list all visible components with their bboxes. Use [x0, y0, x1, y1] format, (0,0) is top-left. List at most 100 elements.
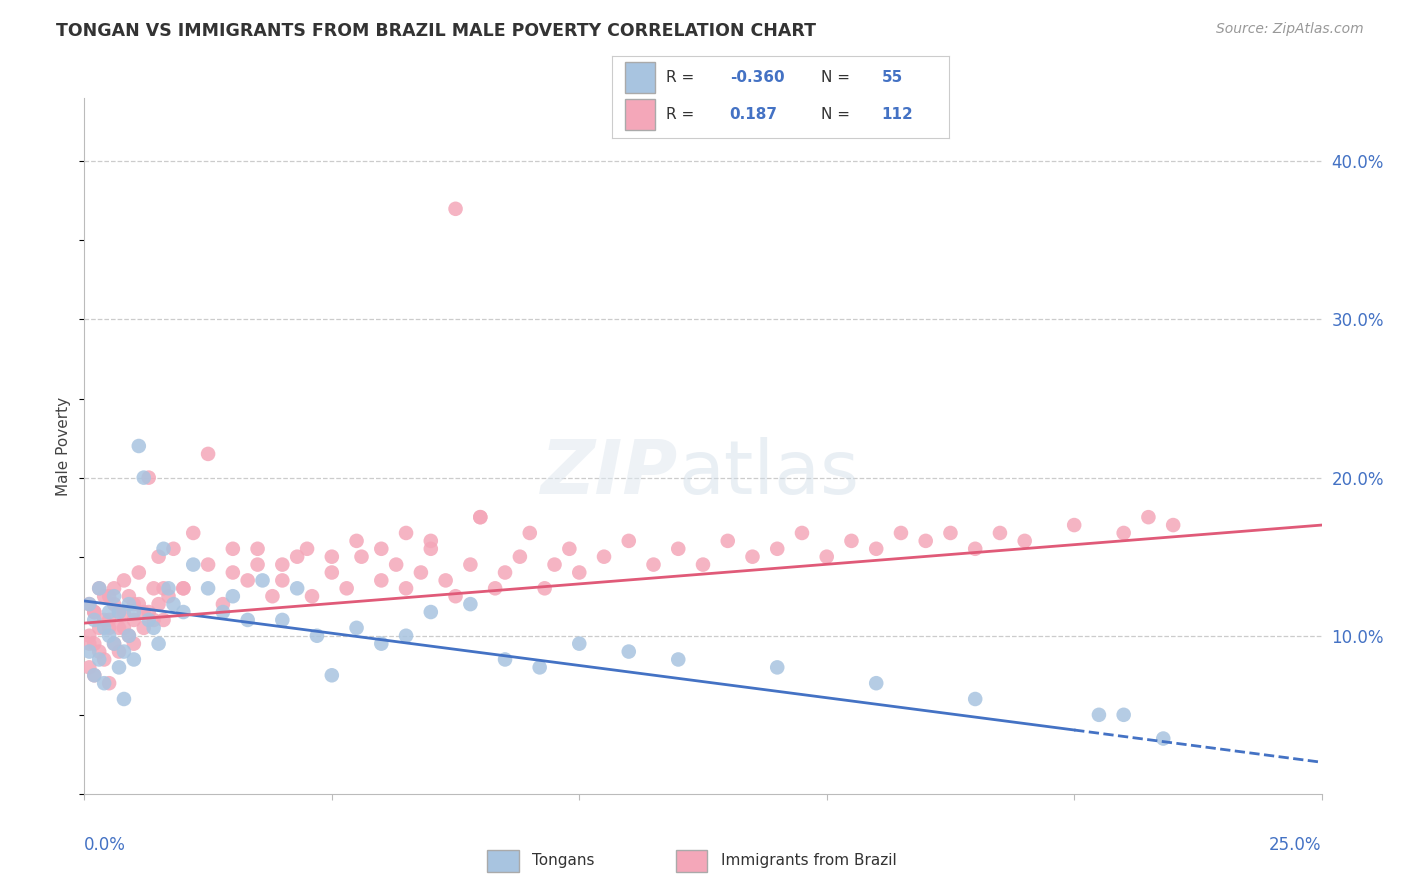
Point: [252, 574, 274, 588]
Point: [1137, 510, 1160, 524]
Point: [271, 574, 294, 588]
Point: [103, 637, 125, 651]
Point: [98, 676, 121, 690]
Point: [295, 541, 318, 556]
Point: [419, 533, 441, 548]
Point: [593, 549, 616, 564]
Point: [138, 613, 160, 627]
Point: [419, 605, 441, 619]
Point: [118, 629, 141, 643]
Point: [509, 549, 531, 564]
Point: [122, 605, 145, 619]
Point: [988, 525, 1011, 540]
Point: [152, 613, 174, 627]
Point: [83, 605, 105, 619]
Point: [568, 566, 591, 580]
Point: [470, 510, 492, 524]
Point: [118, 589, 141, 603]
Point: [89, 582, 111, 596]
Point: [132, 605, 155, 619]
Point: [118, 597, 141, 611]
Point: [108, 605, 131, 619]
Point: [370, 574, 392, 588]
Point: [519, 525, 541, 540]
Point: [148, 549, 170, 564]
Point: [108, 605, 131, 619]
Point: [790, 525, 813, 540]
Point: [692, 558, 714, 572]
Point: [865, 541, 887, 556]
Point: [643, 558, 665, 572]
Text: atlas: atlas: [678, 437, 859, 510]
Point: [741, 549, 763, 564]
Point: [617, 533, 640, 548]
Point: [162, 597, 184, 611]
Point: [162, 541, 184, 556]
Point: [172, 605, 194, 619]
Point: [212, 597, 235, 611]
Point: [568, 637, 591, 651]
Point: [370, 637, 392, 651]
Text: 112: 112: [882, 107, 914, 122]
Point: [246, 541, 269, 556]
Point: [494, 652, 516, 666]
Point: [484, 582, 506, 596]
Point: [122, 613, 145, 627]
Point: [152, 541, 174, 556]
Point: [152, 582, 174, 596]
Point: [98, 605, 121, 619]
Point: [89, 644, 111, 658]
Point: [172, 582, 194, 596]
Point: [157, 589, 180, 603]
Point: [181, 525, 204, 540]
Point: [1112, 707, 1135, 722]
Y-axis label: Male Poverty: Male Poverty: [56, 396, 72, 496]
Text: Immigrants from Brazil: Immigrants from Brazil: [721, 854, 897, 868]
Point: [385, 558, 408, 572]
Point: [236, 574, 259, 588]
Point: [89, 621, 111, 635]
Point: [132, 470, 155, 484]
Point: [914, 533, 936, 548]
Point: [222, 589, 245, 603]
Point: [128, 439, 150, 453]
Point: [142, 582, 165, 596]
FancyBboxPatch shape: [486, 849, 519, 872]
Point: [112, 692, 135, 706]
Point: [890, 525, 912, 540]
Point: [617, 644, 640, 658]
Text: N =: N =: [821, 107, 849, 122]
Point: [301, 589, 323, 603]
Point: [83, 668, 105, 682]
Point: [246, 558, 269, 572]
Point: [395, 525, 418, 540]
Point: [93, 652, 115, 666]
Point: [470, 510, 492, 524]
Point: [83, 605, 105, 619]
Point: [132, 621, 155, 635]
Point: [395, 582, 418, 596]
Point: [83, 668, 105, 682]
Point: [533, 582, 555, 596]
Point: [172, 582, 194, 596]
Point: [103, 589, 125, 603]
Point: [666, 541, 689, 556]
Point: [93, 621, 115, 635]
Point: [841, 533, 863, 548]
Point: [108, 644, 131, 658]
Point: [766, 541, 789, 556]
Point: [197, 558, 219, 572]
Point: [122, 637, 145, 651]
Point: [321, 566, 343, 580]
Point: [444, 202, 467, 216]
Point: [529, 660, 551, 674]
Point: [346, 533, 368, 548]
Point: [118, 629, 141, 643]
Point: [108, 621, 131, 635]
Point: [122, 597, 145, 611]
Point: [262, 589, 284, 603]
Point: [197, 582, 219, 596]
Point: [1014, 533, 1036, 548]
Point: [460, 558, 482, 572]
Point: [717, 533, 740, 548]
